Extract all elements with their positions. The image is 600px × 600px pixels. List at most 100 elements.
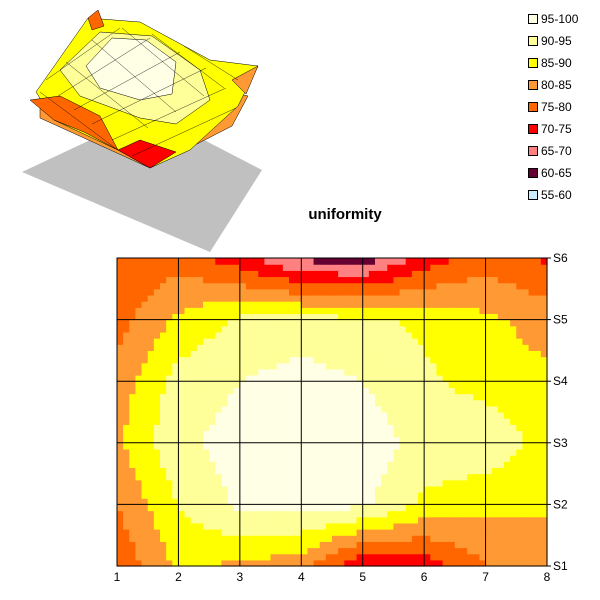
contour-cell <box>117 498 124 505</box>
contour-cell <box>178 492 186 499</box>
contour-cell <box>442 375 450 382</box>
contour-cell <box>387 288 395 296</box>
contour-cell <box>473 485 481 493</box>
contour-cell <box>319 405 327 413</box>
contour-cell <box>448 338 456 345</box>
contour-cell <box>307 405 315 413</box>
contour-cell <box>153 442 161 450</box>
surface-wireframe <box>39 27 239 157</box>
contour-cell <box>289 430 296 438</box>
contour-cell <box>516 535 524 542</box>
contour-cell <box>424 559 431 567</box>
contour-cell <box>510 436 517 444</box>
contour-cell <box>534 362 542 370</box>
contour-cell <box>227 418 235 425</box>
contour-cell <box>282 375 290 382</box>
contour-cell <box>510 412 517 419</box>
contour-cell <box>381 258 388 265</box>
contour-cell <box>135 325 143 333</box>
contour-cell <box>504 375 511 382</box>
contour-cell <box>418 492 425 499</box>
contour-cell <box>362 535 370 542</box>
contour-cell <box>491 510 499 518</box>
contour-cell <box>160 473 167 481</box>
contour-cell <box>424 535 431 542</box>
contour-cell <box>117 399 124 407</box>
contour-cell <box>442 522 450 530</box>
contour-cell <box>350 313 358 321</box>
contour-cell <box>454 448 462 456</box>
contour-cell <box>485 276 493 284</box>
contour-cell <box>350 547 358 555</box>
contour-cell <box>442 492 450 499</box>
contour-cell <box>454 430 462 438</box>
contour-cell <box>166 301 173 308</box>
contour-cell <box>270 455 278 462</box>
contour-cell <box>338 535 345 542</box>
contour-cell <box>430 288 438 296</box>
contour-cell <box>479 307 487 315</box>
contour-cell <box>160 381 167 388</box>
contour-cell <box>123 461 130 469</box>
contour-cell <box>479 418 487 425</box>
contour-cell <box>258 430 266 438</box>
contour-cell <box>129 356 137 364</box>
contour-cell <box>540 301 548 308</box>
contour-cell <box>491 331 499 339</box>
contour-cell <box>209 331 216 339</box>
contour-cell <box>344 350 352 358</box>
contour-cell <box>356 270 364 278</box>
contour-cell <box>270 535 278 542</box>
contour-cell <box>411 381 419 388</box>
contour-cell <box>319 301 327 308</box>
contour-cell <box>325 424 333 432</box>
contour-cell <box>528 338 536 345</box>
contour-cell <box>227 301 235 308</box>
contour-cell <box>258 301 266 308</box>
contour-cell <box>123 405 130 413</box>
contour-cell <box>393 405 401 413</box>
contour-cell <box>393 344 401 351</box>
contour-cell <box>534 313 542 321</box>
contour-cell <box>190 276 198 284</box>
contour-cell <box>479 276 487 284</box>
contour-cell <box>485 356 493 364</box>
contour-cell <box>418 547 425 555</box>
contour-cell <box>239 393 247 401</box>
contour-cell <box>332 461 339 469</box>
contour-cell <box>276 362 284 370</box>
contour-cell <box>405 553 413 561</box>
contour-cell <box>504 504 511 512</box>
contour-cell <box>209 276 216 284</box>
contour-cell <box>325 461 333 469</box>
contour-cell <box>461 448 468 456</box>
contour-cell <box>497 498 505 505</box>
contour-cell <box>135 547 143 555</box>
contour-cell <box>319 276 327 284</box>
contour-cell <box>467 319 474 327</box>
contour-cell <box>313 442 321 450</box>
contour-cell <box>405 375 413 382</box>
contour-cell <box>153 325 161 333</box>
contour-cell <box>252 356 259 364</box>
contour-cell <box>276 492 284 499</box>
contour-cell <box>160 448 167 456</box>
legend-item: 55-60 <box>528 184 596 206</box>
contour-cell <box>528 492 536 499</box>
contour-cell <box>153 270 161 278</box>
contour-cell <box>270 436 278 444</box>
contour-cell <box>307 350 315 358</box>
contour-cell <box>282 368 290 376</box>
contour-cell <box>319 448 327 456</box>
contour-cell <box>178 461 186 469</box>
contour-cell <box>227 529 235 536</box>
contour-cell <box>368 498 376 505</box>
contour-cell <box>307 344 315 351</box>
contour-cell <box>196 288 204 296</box>
contour-cell <box>117 442 124 450</box>
contour-cell <box>227 510 235 518</box>
contour-cell <box>381 301 388 308</box>
contour-cell <box>381 356 388 364</box>
legend-swatch <box>528 36 538 46</box>
contour-cell <box>172 381 180 388</box>
